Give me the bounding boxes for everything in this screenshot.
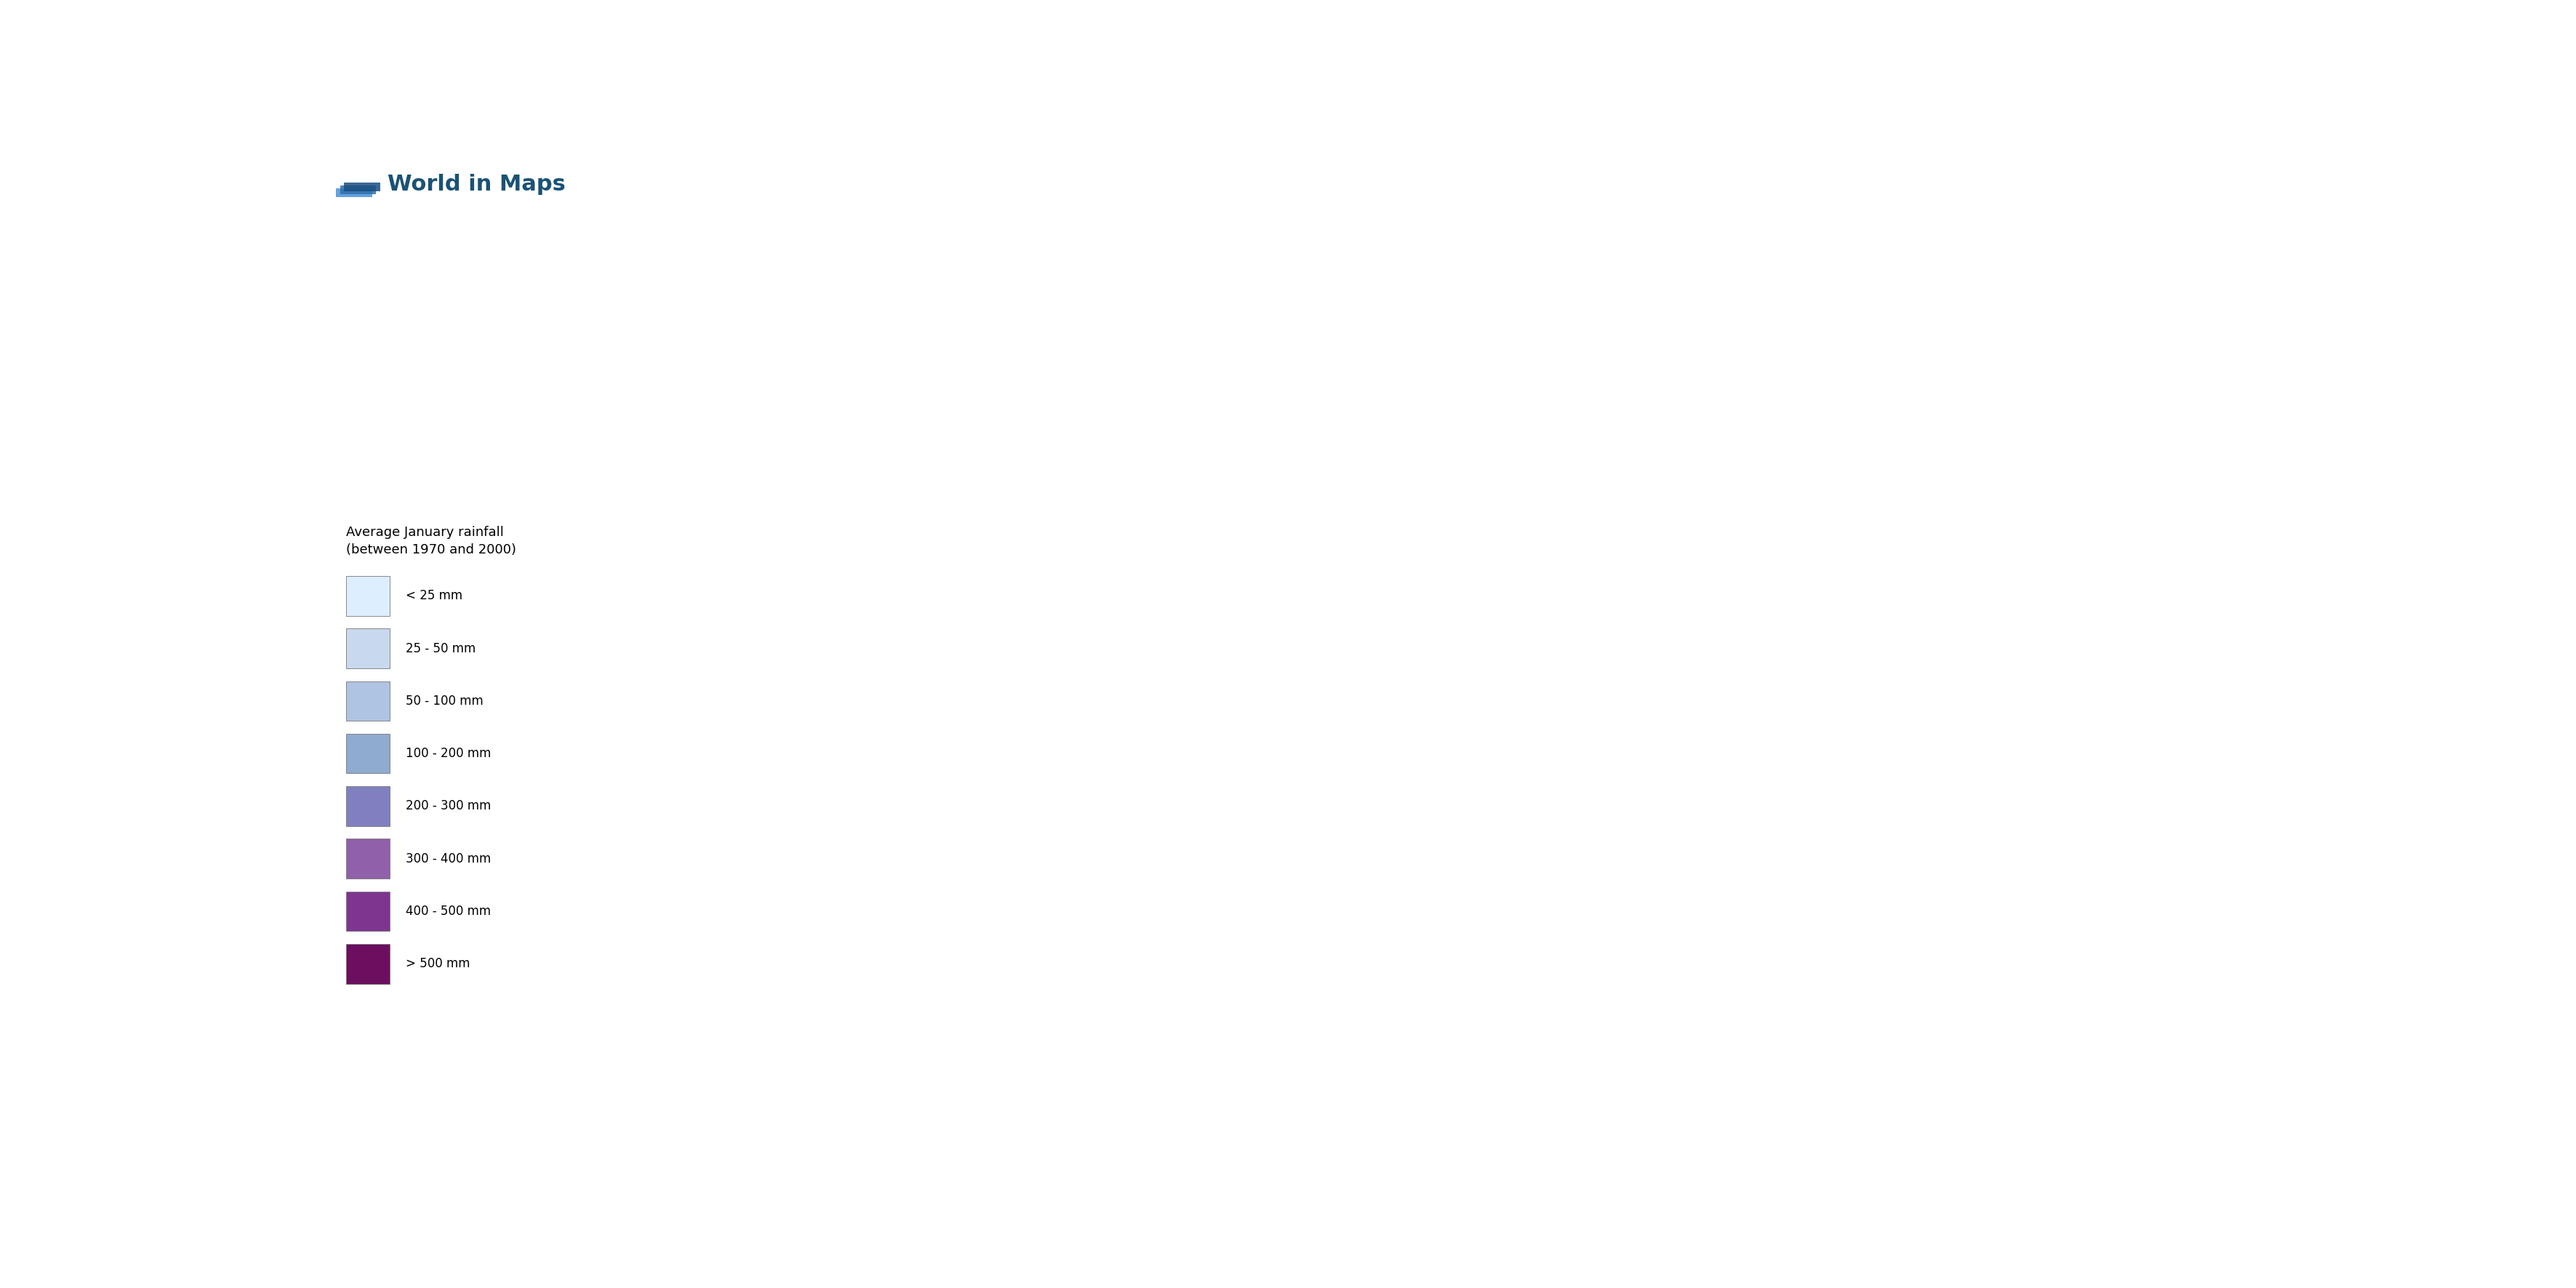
Bar bbox=[345, 891, 389, 931]
Text: 50 - 100 mm: 50 - 100 mm bbox=[407, 694, 484, 707]
Text: < 25 mm: < 25 mm bbox=[407, 590, 464, 603]
Bar bbox=[345, 838, 389, 878]
Text: Average January rainfall
(between 1970 and 2000): Average January rainfall (between 1970 a… bbox=[345, 526, 515, 556]
FancyBboxPatch shape bbox=[340, 185, 376, 194]
Text: 400 - 500 mm: 400 - 500 mm bbox=[407, 904, 492, 918]
Text: World in Maps: World in Maps bbox=[389, 174, 567, 196]
Bar bbox=[345, 576, 389, 616]
Bar bbox=[345, 681, 389, 721]
Bar bbox=[345, 786, 389, 826]
Bar bbox=[345, 734, 389, 773]
Text: 25 - 50 mm: 25 - 50 mm bbox=[407, 641, 477, 656]
Text: 100 - 200 mm: 100 - 200 mm bbox=[407, 747, 492, 760]
Bar bbox=[345, 944, 389, 984]
Text: 200 - 300 mm: 200 - 300 mm bbox=[407, 800, 492, 813]
Text: > 500 mm: > 500 mm bbox=[407, 957, 471, 970]
FancyBboxPatch shape bbox=[335, 188, 371, 197]
FancyBboxPatch shape bbox=[345, 183, 379, 191]
Text: 300 - 400 mm: 300 - 400 mm bbox=[407, 853, 492, 866]
Bar bbox=[345, 629, 389, 668]
